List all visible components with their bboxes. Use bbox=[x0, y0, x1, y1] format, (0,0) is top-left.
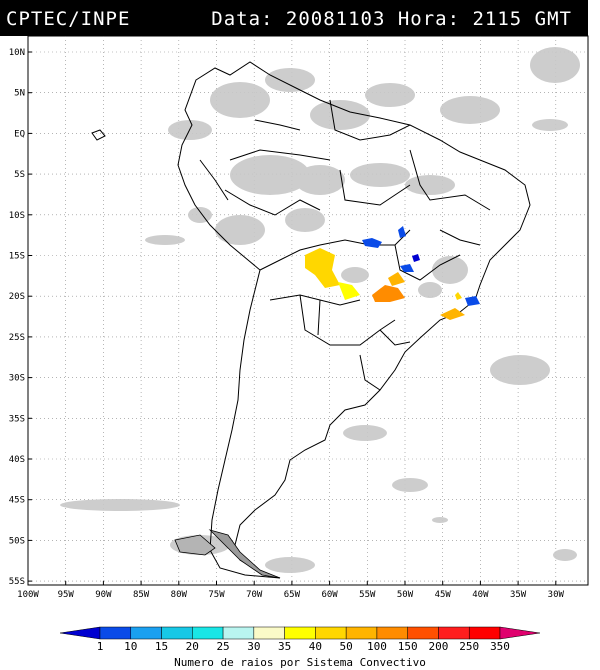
lon-label: 50W bbox=[397, 590, 414, 600]
title-bar: CPTEC/INPE Data: 20081103 Hora: 2115 GMT bbox=[0, 0, 588, 36]
colorbar-swatch bbox=[99, 626, 132, 640]
cloud-cover bbox=[60, 47, 580, 573]
datetime-label: Data: 20081103 Hora: 2115 GMT bbox=[211, 8, 572, 30]
source-label: CPTEC/INPE bbox=[6, 8, 131, 30]
convective-system-blue-4 bbox=[412, 254, 420, 262]
colorbar-label: 350 bbox=[490, 640, 510, 653]
tierra-del-fuego bbox=[174, 529, 281, 579]
lon-label: 60W bbox=[321, 590, 338, 600]
lon-label: 85W bbox=[133, 590, 150, 600]
colorbar-swatch bbox=[130, 626, 162, 640]
coastlines-and-borders bbox=[91, 61, 531, 579]
colorbar-label: 35 bbox=[278, 640, 291, 653]
lat-label: 5S bbox=[14, 170, 25, 180]
colorbar-swatch bbox=[59, 626, 101, 640]
convective-system-blue-5 bbox=[465, 296, 480, 306]
latitude-labels: 10N 5N EQ 5S 10S 15S 20S 25S 30S 35S 40S 45S 50S 55S bbox=[9, 48, 25, 587]
convective-system-blue-2 bbox=[398, 226, 406, 238]
lon-label: 70W bbox=[246, 590, 263, 600]
lat-label: 35S bbox=[9, 414, 25, 424]
lon-label: 65W bbox=[284, 590, 301, 600]
colorbar-swatch bbox=[161, 626, 193, 640]
lat-label: 50S bbox=[9, 536, 25, 546]
lat-label: 30S bbox=[9, 374, 25, 384]
colorbar-swatch bbox=[192, 626, 224, 640]
lon-label: 90W bbox=[95, 590, 112, 600]
colorbar-swatch bbox=[222, 626, 255, 640]
longitude-labels: 100W 95W 90W 85W 80W 75W 70W 65W 60W 55W 50W 45W 40W… bbox=[17, 590, 564, 600]
lat-label: 25S bbox=[9, 333, 25, 343]
convective-system-blue-1 bbox=[362, 238, 382, 248]
colorbar-label: 200 bbox=[429, 640, 449, 653]
lat-label: 10N bbox=[9, 48, 25, 58]
convective-system-yellow-orange bbox=[305, 248, 340, 288]
lat-label: 5N bbox=[14, 89, 25, 99]
colorbar-label: 100 bbox=[367, 640, 387, 653]
colorbar-label: 20 bbox=[186, 640, 199, 653]
lon-label: 45W bbox=[435, 590, 452, 600]
colorbar-swatch bbox=[407, 626, 439, 640]
lon-label: 100W bbox=[17, 590, 39, 600]
lon-label: 40W bbox=[472, 590, 489, 600]
map-frame bbox=[27, 35, 589, 586]
colorbar-label: 250 bbox=[459, 640, 479, 653]
convective-system-amber bbox=[388, 272, 405, 286]
lat-label: EQ bbox=[14, 129, 25, 139]
convective-system-coastal bbox=[440, 308, 465, 320]
colorbar-label: 30 bbox=[247, 640, 260, 653]
lat-label: 10S bbox=[9, 211, 25, 221]
lon-label: 75W bbox=[208, 590, 225, 600]
colorbar-label: 25 bbox=[216, 640, 229, 653]
colorbar-label: 1 bbox=[97, 640, 104, 653]
convective-system-orange bbox=[372, 285, 405, 302]
lon-label: 55W bbox=[359, 590, 376, 600]
colorbar-swatch bbox=[284, 626, 316, 640]
colorbar-swatch bbox=[468, 626, 501, 640]
colorbar-swatch bbox=[315, 626, 347, 640]
lat-label: 45S bbox=[9, 496, 25, 506]
colorbar: 1 10 15 20 25 30 35 40 50 100 150 200 250 350 bbox=[59, 626, 541, 653]
lat-label: 20S bbox=[9, 292, 25, 302]
colorbar-swatch bbox=[376, 626, 408, 640]
colorbar-swatch bbox=[499, 626, 541, 640]
colorbar-swatch bbox=[438, 626, 470, 640]
convective-system-blue-3 bbox=[400, 264, 414, 272]
colorbar-label: 50 bbox=[340, 640, 353, 653]
lat-label: 40S bbox=[9, 455, 25, 465]
colorbar-label: 150 bbox=[398, 640, 418, 653]
lon-label: 80W bbox=[171, 590, 188, 600]
convective-systems bbox=[305, 226, 480, 320]
colorbar-swatch bbox=[345, 626, 378, 640]
lon-label: 30W bbox=[548, 590, 565, 600]
lon-label: 35W bbox=[510, 590, 527, 600]
convective-system-yellow bbox=[338, 282, 360, 300]
colorbar-label: 40 bbox=[309, 640, 322, 653]
colorbar-swatch bbox=[253, 626, 285, 640]
colorbar-title: Numero de raios por Sistema Convectivo bbox=[174, 656, 426, 669]
lat-label: 15S bbox=[9, 252, 25, 262]
colorbar-label: 10 bbox=[124, 640, 137, 653]
colorbar-label: 15 bbox=[155, 640, 168, 653]
lat-label: 55S bbox=[9, 577, 25, 587]
lon-label: 95W bbox=[58, 590, 75, 600]
convective-system-small-yellow bbox=[455, 292, 462, 300]
